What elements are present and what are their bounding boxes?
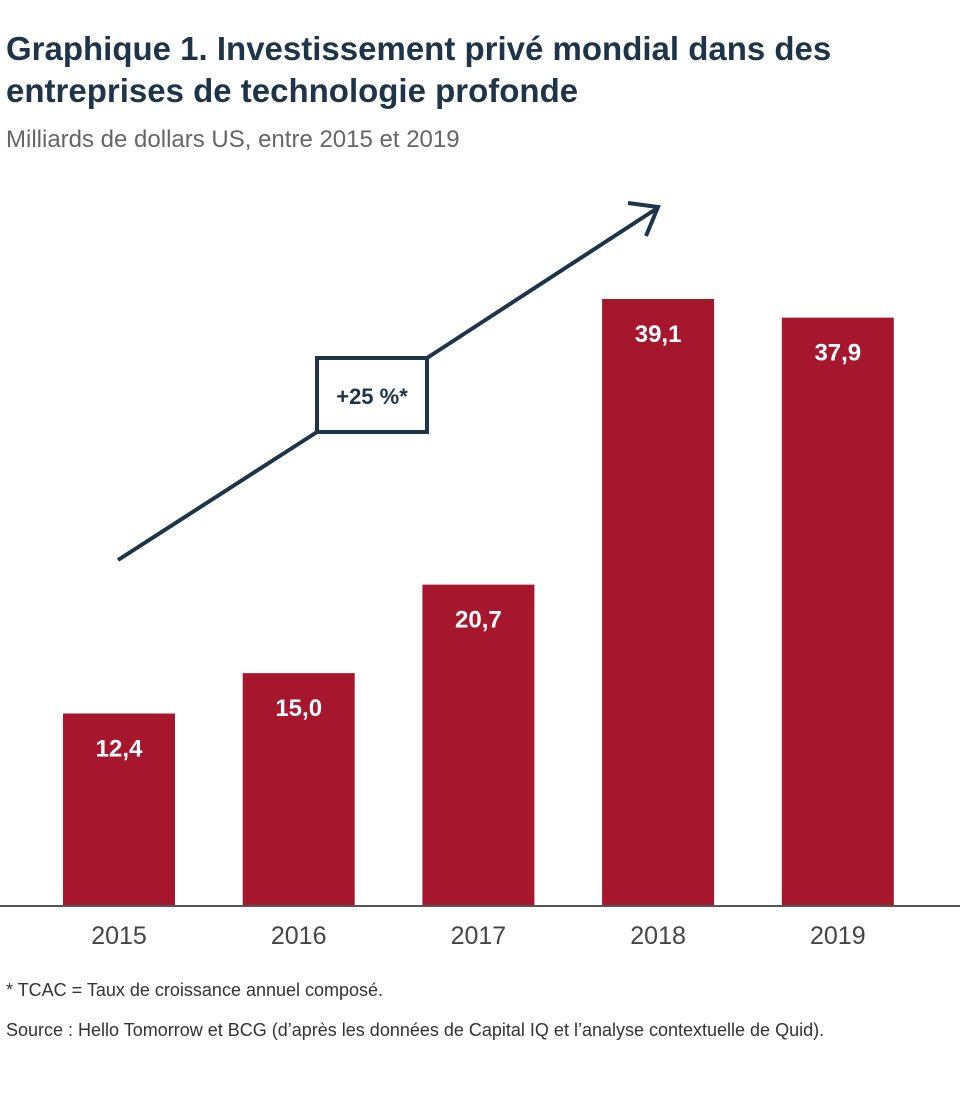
source: Source : Hello Tomorrow et BCG (d’après … bbox=[6, 1020, 825, 1040]
growth-arrow: +25 %* bbox=[116, 201, 661, 562]
annotation-label: +25 %* bbox=[336, 384, 408, 409]
x-tick-label: 2016 bbox=[271, 922, 327, 950]
data-label: 39,1 bbox=[635, 321, 682, 348]
x-tick-label: 2017 bbox=[451, 922, 507, 950]
bar-2016 bbox=[242, 673, 355, 906]
data-label: 15,0 bbox=[275, 695, 322, 722]
bar-2015 bbox=[63, 713, 175, 906]
bar-2019 bbox=[781, 317, 894, 906]
annotation-box bbox=[315, 356, 429, 434]
bar-2018 bbox=[602, 299, 715, 906]
x-tick-label: 2019 bbox=[810, 922, 866, 950]
data-label: 20,7 bbox=[455, 607, 502, 634]
x-tick-label: 2018 bbox=[630, 922, 686, 950]
data-label: 37,9 bbox=[814, 340, 861, 367]
bar-2017 bbox=[422, 584, 535, 906]
footnote: * TCAC = Taux de croissance annuel compo… bbox=[6, 980, 384, 1000]
data-label: 12,4 bbox=[96, 735, 143, 762]
chart-title: Graphique 1. Investissement privé mondia… bbox=[6, 30, 832, 109]
x-tick-label: 2015 bbox=[91, 922, 147, 950]
chart-subtitle: Milliards de dollars US, entre 2015 et 2… bbox=[6, 126, 460, 153]
